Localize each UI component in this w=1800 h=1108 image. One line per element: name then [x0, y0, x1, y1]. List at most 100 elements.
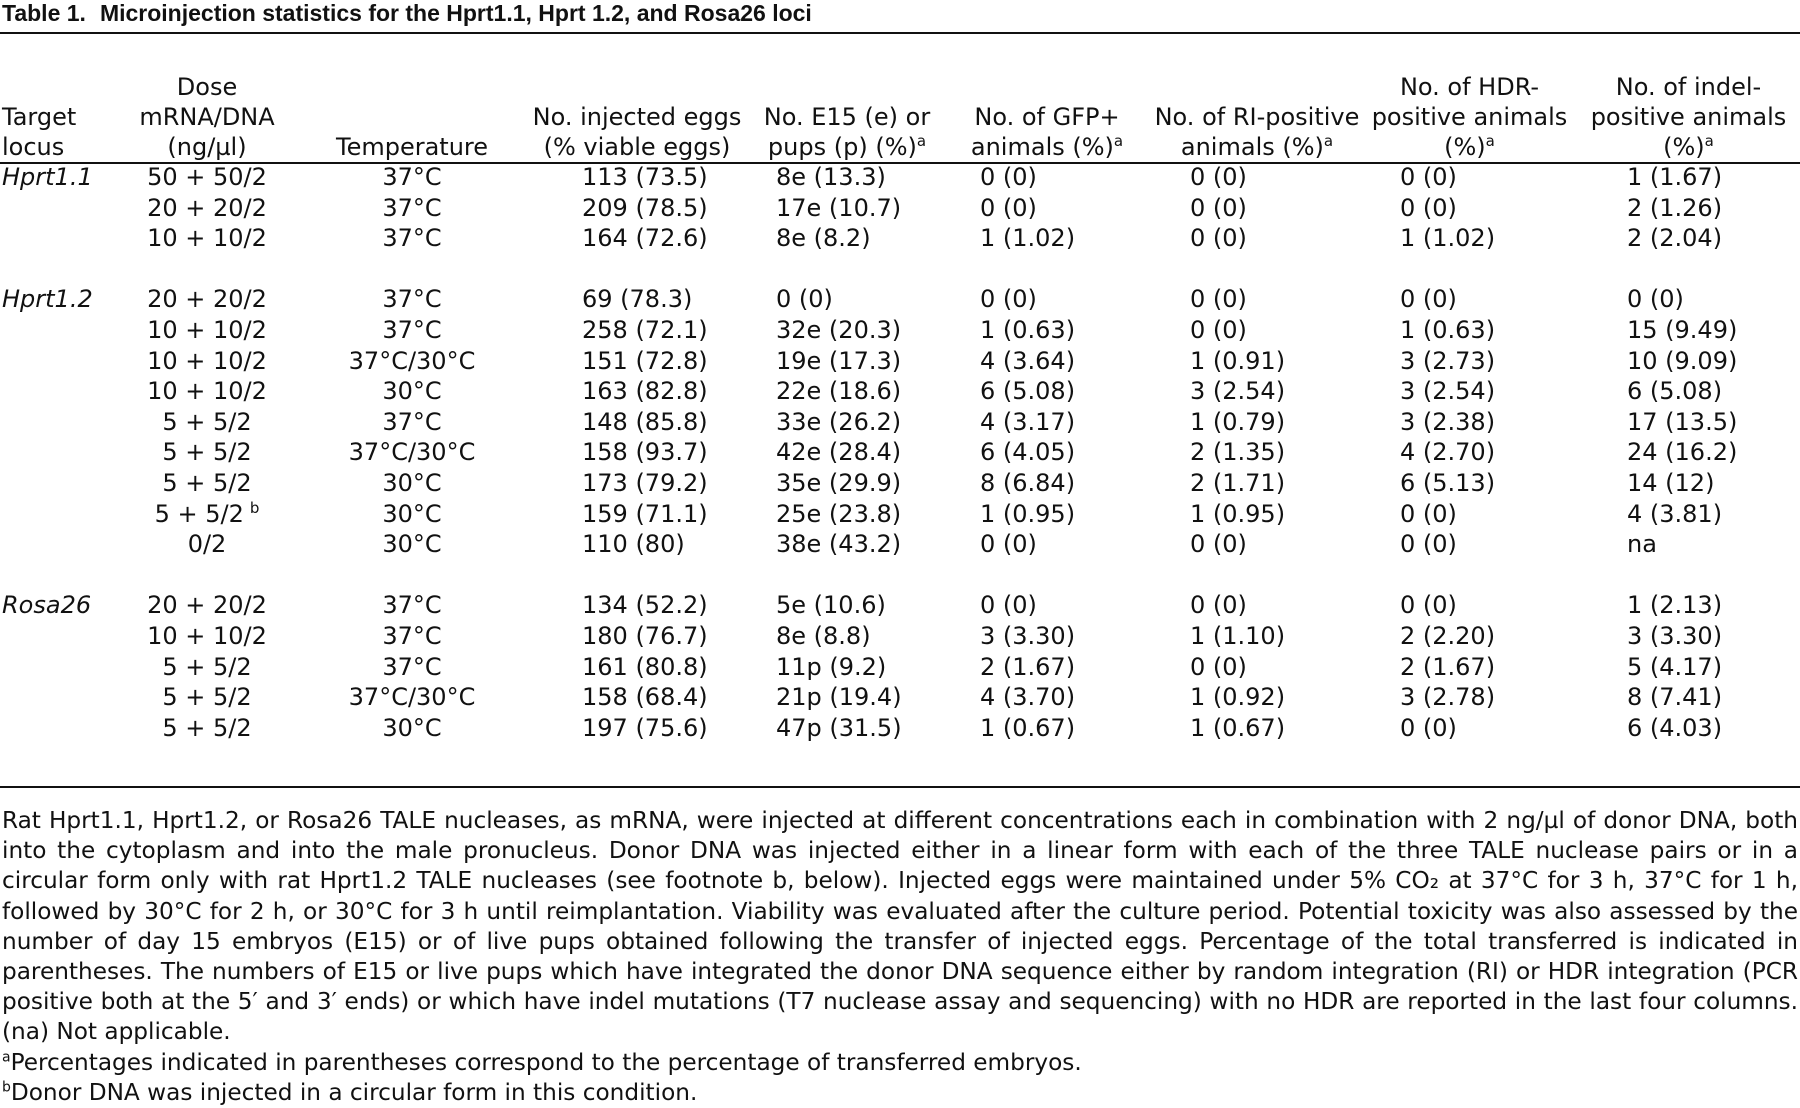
cell-eggs: 148 (85.8): [522, 407, 752, 438]
cell-ri-value: 0 (0): [1190, 530, 1247, 559]
cell-ri: 1 (0.95): [1152, 499, 1362, 530]
cell-indel: 3 (3.30): [1577, 621, 1800, 652]
cell-temp-value: 37°C: [382, 315, 442, 344]
cell-hdr: 3 (2.38): [1362, 407, 1577, 438]
cell-ri: 0 (0): [1152, 590, 1362, 621]
cell-indel-value: 1 (2.13): [1627, 591, 1723, 620]
cell-indel-value: 14 (12): [1627, 468, 1715, 497]
table-row: 5 + 5/2 37°C 148 (85.8) 33e (26.2) 4 (3.17) 1…: [0, 407, 1800, 438]
cell-temp-value: 37°C/30°C: [348, 438, 476, 467]
table-body: Hprt1.1 50 + 50/2 37°C 113 (73.5) 8e (13.3) 0…: [0, 162, 1800, 743]
cell-locus: [0, 621, 112, 652]
cell-ri-value: 1 (1.10): [1190, 621, 1286, 650]
column-header: No. of indel-positive animals (%)a: [1577, 50, 1800, 162]
cell-gfp: 4 (3.70): [942, 682, 1152, 713]
cell-locus: [0, 713, 112, 744]
cell-gfp-value: 0 (0): [980, 285, 1037, 314]
cell-dose: 5 + 5/2: [112, 468, 302, 499]
cell-e15-value: 35e (29.9): [776, 468, 902, 497]
cell-e15-value: 8e (13.3): [776, 163, 886, 191]
cell-eggs: 110 (80): [522, 529, 752, 560]
cell-eggs-value: 258 (72.1): [582, 315, 708, 344]
cell-eggs: 258 (72.1): [522, 315, 752, 346]
cell-e15-value: 0 (0): [776, 285, 833, 314]
cell-temp-value: 30°C: [382, 530, 442, 559]
header-rule: [0, 162, 1800, 164]
cell-e15-value: 47p (31.5): [776, 713, 902, 742]
cell-e15-value: 17e (10.7): [776, 193, 902, 222]
table-row: 5 + 5/2 30°C 197 (75.6) 47p (31.5) 1 (0.67) 1…: [0, 713, 1800, 744]
cell-temp: 37°C/30°C: [302, 346, 522, 377]
cell-e15: 19e (17.3): [752, 346, 942, 377]
cell-hdr: 0 (0): [1362, 590, 1577, 621]
cell-gfp-value: 8 (6.84): [980, 468, 1076, 497]
cell-hdr: 4 (2.70): [1362, 437, 1577, 468]
cell-locus: [0, 376, 112, 407]
cell-indel: 0 (0): [1577, 284, 1800, 315]
cell-e15-value: 25e (23.8): [776, 499, 902, 528]
cell-hdr: 1 (0.63): [1362, 315, 1577, 346]
cell-hdr: 0 (0): [1362, 162, 1577, 193]
cell-dose: 10 + 10/2: [112, 621, 302, 652]
cell-temp-value: 37°C: [382, 224, 442, 253]
cell-dose-value: 5 + 5/2: [162, 438, 252, 467]
cell-gfp: 0 (0): [942, 590, 1152, 621]
cell-hdr: 2 (2.20): [1362, 621, 1577, 652]
cell-eggs: 159 (71.1): [522, 499, 752, 530]
cell-indel: 15 (9.49): [1577, 315, 1800, 346]
cell-locus: [0, 652, 112, 683]
cell-dose-value: 10 + 10/2: [147, 315, 267, 344]
cell-gfp: 0 (0): [942, 193, 1152, 224]
cell-temp-value: 30°C: [382, 377, 442, 406]
column-header-text: No. of RI-positive animals (%): [1154, 103, 1360, 161]
cell-gfp: 3 (3.30): [942, 621, 1152, 652]
cell-hdr: 3 (2.54): [1362, 376, 1577, 407]
cell-temp: 37°C: [302, 162, 522, 193]
cell-hdr-value: 0 (0): [1400, 193, 1457, 222]
cell-indel-value: 2 (2.04): [1627, 224, 1723, 253]
cell-hdr-value: 3 (2.54): [1400, 377, 1496, 406]
cell-gfp-value: 4 (3.70): [980, 683, 1076, 712]
cell-gfp: 4 (3.64): [942, 346, 1152, 377]
footnote-b-text: Donor DNA was injected in a circular for…: [10, 1078, 698, 1106]
cell-eggs-value: 148 (85.8): [582, 407, 708, 436]
cell-e15: 8e (13.3): [752, 162, 942, 193]
cell-eggs-value: 163 (82.8): [582, 377, 708, 406]
cell-eggs: 173 (79.2): [522, 468, 752, 499]
cell-e15: 38e (43.2): [752, 529, 942, 560]
cell-gfp: 1 (0.95): [942, 499, 1152, 530]
cell-dose-value: 50 + 50/2: [147, 163, 267, 191]
cell-eggs-value: 113 (73.5): [582, 163, 708, 191]
cell-eggs: 163 (82.8): [522, 376, 752, 407]
cell-gfp-value: 1 (1.02): [980, 224, 1076, 253]
footnote-a-mark: a: [2, 1048, 11, 1065]
cell-locus-value: Hprt1.2: [2, 285, 93, 314]
cell-e15-value: 8e (8.8): [776, 621, 871, 650]
cell-eggs: 161 (80.8): [522, 652, 752, 683]
cell-hdr-value: 2 (2.20): [1400, 621, 1496, 650]
cell-dose-value: 5 + 5/2: [162, 713, 252, 742]
cell-e15: 8e (8.8): [752, 621, 942, 652]
cell-indel: 2 (1.26): [1577, 193, 1800, 224]
cell-temp: 30°C: [302, 499, 522, 530]
cell-ri-value: 3 (2.54): [1190, 377, 1286, 406]
cell-gfp-value: 1 (0.67): [980, 713, 1076, 742]
table-row: 0/2 30°C 110 (80) 38e (43.2) 0 (0) 0 (0) 0 (0)…: [0, 529, 1800, 560]
cell-ri: 0 (0): [1152, 162, 1362, 193]
cell-gfp-value: 3 (3.30): [980, 621, 1076, 650]
cell-eggs: 180 (76.7): [522, 621, 752, 652]
cell-hdr: 0 (0): [1362, 499, 1577, 530]
table-row: 10 + 10/2 37°C 180 (76.7) 8e (8.8) 3 (3.30) 1…: [0, 621, 1800, 652]
cell-hdr: 0 (0): [1362, 713, 1577, 744]
cell-ri: 0 (0): [1152, 652, 1362, 683]
cell-e15-value: 38e (43.2): [776, 530, 902, 559]
cell-eggs-value: 158 (93.7): [582, 438, 708, 467]
cell-temp-value: 30°C: [382, 499, 442, 528]
cell-ri-value: 0 (0): [1190, 224, 1247, 253]
cell-locus: [0, 529, 112, 560]
cell-gfp: 4 (3.17): [942, 407, 1152, 438]
cell-eggs-value: 164 (72.6): [582, 224, 708, 253]
cell-eggs: 164 (72.6): [522, 223, 752, 254]
cell-dose: 20 + 20/2: [112, 193, 302, 224]
column-header: Temperature: [302, 50, 522, 162]
